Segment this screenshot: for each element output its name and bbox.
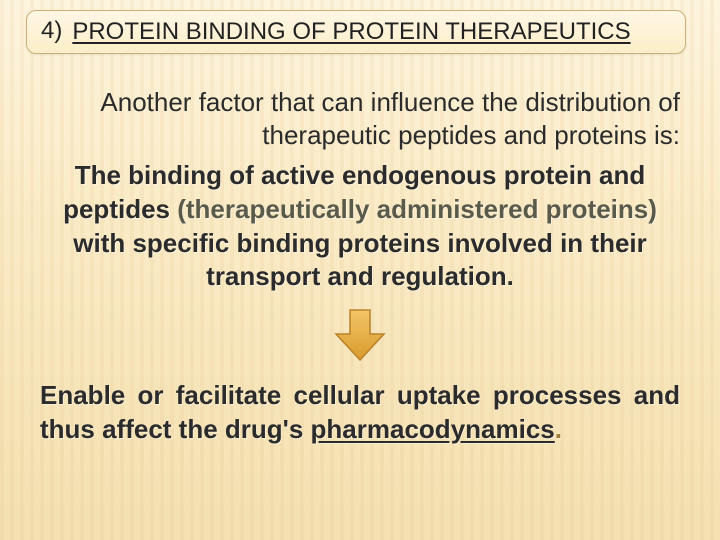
intro-text: Another factor that can influence the di… <box>40 86 680 151</box>
main-point-addendum: (therapeutically administered proteins) <box>177 194 657 224</box>
title-box: 4) PROTEIN BINDING OF PROTEIN THERAPEUTI… <box>26 10 686 54</box>
title-number: 4) <box>41 17 72 45</box>
conclusion-period: . <box>555 414 562 444</box>
title-text: PROTEIN BINDING OF PROTEIN THERAPEUTICS <box>72 17 630 47</box>
slide: 4) PROTEIN BINDING OF PROTEIN THERAPEUTI… <box>0 0 720 540</box>
title-row: 4) PROTEIN BINDING OF PROTEIN THERAPEUTI… <box>41 17 671 47</box>
arrow-container <box>40 308 680 367</box>
main-point: The binding of active endogenous protein… <box>40 159 680 294</box>
slide-body: Another factor that can influence the di… <box>40 86 680 447</box>
conclusion: Enable or facilitate cellular uptake pro… <box>40 379 680 447</box>
down-arrow-icon <box>332 308 388 367</box>
conclusion-keyword: pharmacodynamics <box>311 414 555 444</box>
main-point-tail: with specific binding proteins involved … <box>73 228 647 292</box>
